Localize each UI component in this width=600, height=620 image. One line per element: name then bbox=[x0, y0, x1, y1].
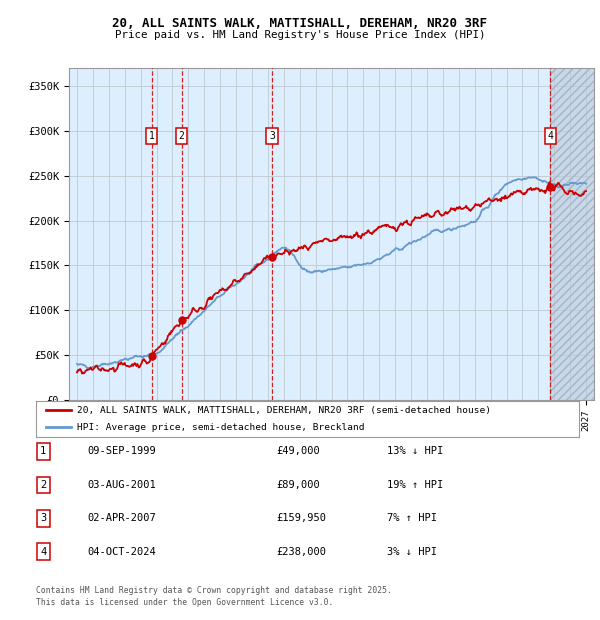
Text: £49,000: £49,000 bbox=[276, 446, 320, 456]
Text: 04-OCT-2024: 04-OCT-2024 bbox=[87, 547, 156, 557]
Text: 4: 4 bbox=[547, 131, 553, 141]
Text: £238,000: £238,000 bbox=[276, 547, 326, 557]
Text: Contains HM Land Registry data © Crown copyright and database right 2025.: Contains HM Land Registry data © Crown c… bbox=[36, 587, 392, 595]
Text: £159,950: £159,950 bbox=[276, 513, 326, 523]
Text: 3: 3 bbox=[269, 131, 275, 141]
Text: 20, ALL SAINTS WALK, MATTISHALL, DEREHAM, NR20 3RF (semi-detached house): 20, ALL SAINTS WALK, MATTISHALL, DEREHAM… bbox=[77, 405, 491, 415]
Text: 13% ↓ HPI: 13% ↓ HPI bbox=[387, 446, 443, 456]
Text: 09-SEP-1999: 09-SEP-1999 bbox=[87, 446, 156, 456]
Text: 3: 3 bbox=[40, 513, 46, 523]
Text: 1: 1 bbox=[40, 446, 46, 456]
Text: 20, ALL SAINTS WALK, MATTISHALL, DEREHAM, NR20 3RF: 20, ALL SAINTS WALK, MATTISHALL, DEREHAM… bbox=[113, 17, 487, 30]
Text: 03-AUG-2001: 03-AUG-2001 bbox=[87, 480, 156, 490]
Text: 1: 1 bbox=[149, 131, 155, 141]
Text: 2: 2 bbox=[40, 480, 46, 490]
Text: 4: 4 bbox=[40, 547, 46, 557]
Text: 19% ↑ HPI: 19% ↑ HPI bbox=[387, 480, 443, 490]
Text: £89,000: £89,000 bbox=[276, 480, 320, 490]
Text: HPI: Average price, semi-detached house, Breckland: HPI: Average price, semi-detached house,… bbox=[77, 423, 364, 432]
Text: 7% ↑ HPI: 7% ↑ HPI bbox=[387, 513, 437, 523]
Text: This data is licensed under the Open Government Licence v3.0.: This data is licensed under the Open Gov… bbox=[36, 598, 334, 607]
Text: 3% ↓ HPI: 3% ↓ HPI bbox=[387, 547, 437, 557]
Text: 2: 2 bbox=[179, 131, 185, 141]
Text: 02-APR-2007: 02-APR-2007 bbox=[87, 513, 156, 523]
Text: Price paid vs. HM Land Registry's House Price Index (HPI): Price paid vs. HM Land Registry's House … bbox=[115, 30, 485, 40]
